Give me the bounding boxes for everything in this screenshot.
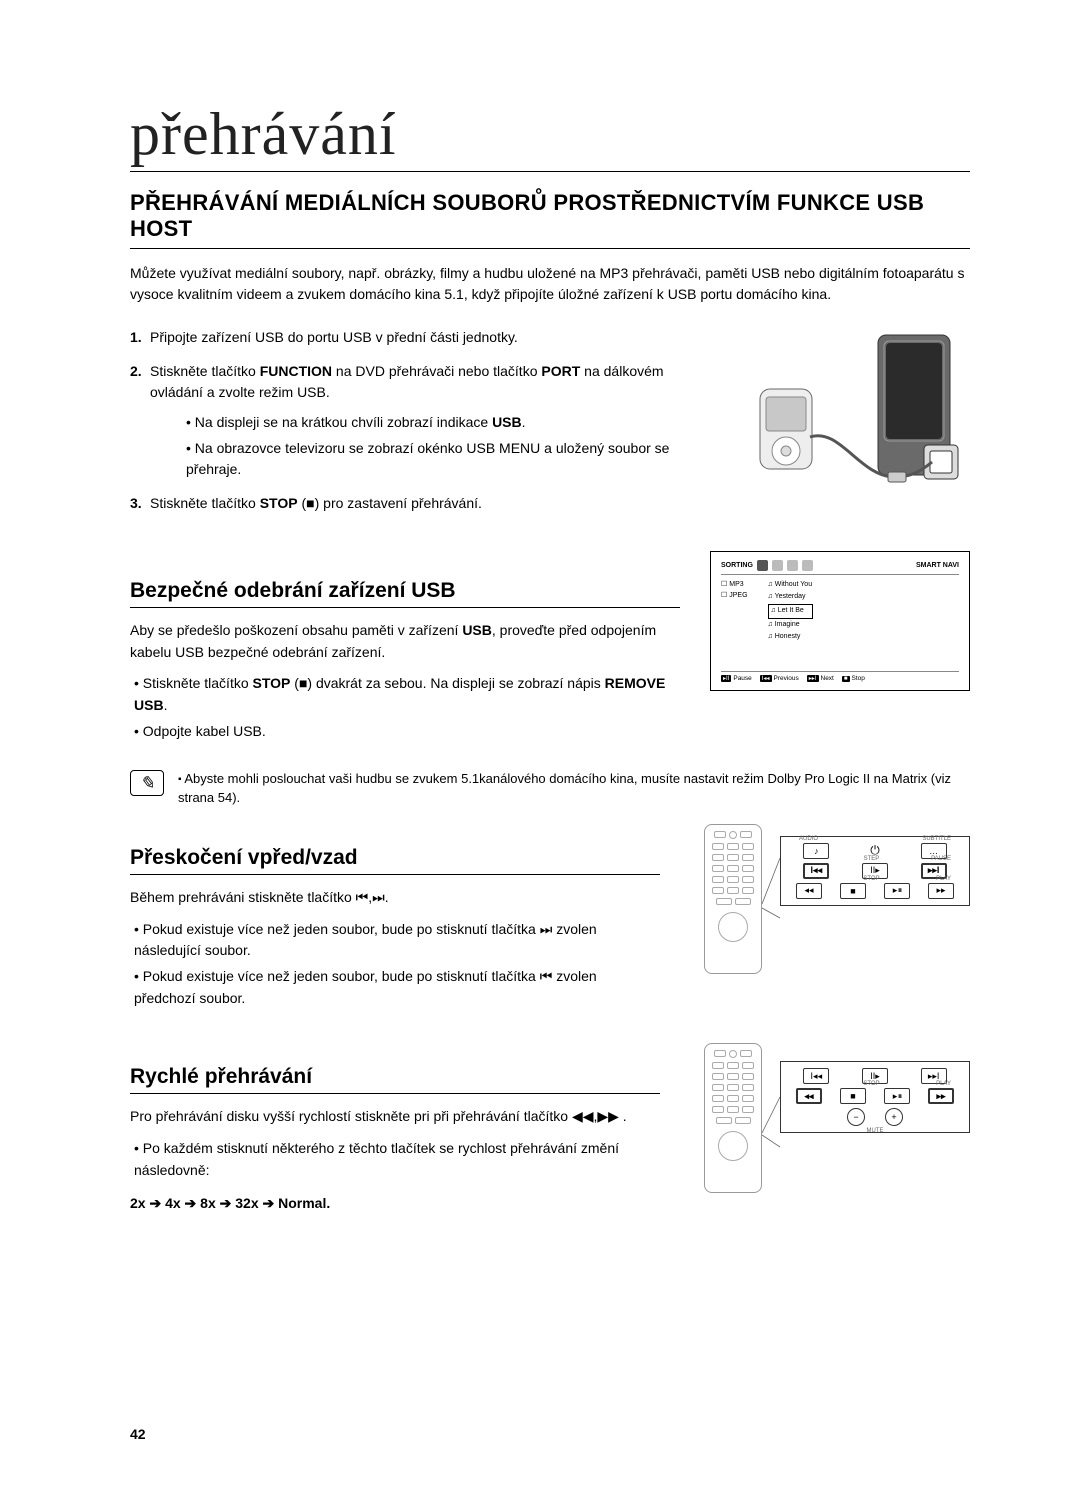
menu-song-selected: Let It Be <box>768 604 813 619</box>
menu-tab-icon <box>787 560 798 571</box>
step-text: Stiskněte tlačítko STOP (■) pro zastaven… <box>150 495 482 511</box>
panel-btn-rew: ◂◂ <box>796 883 822 899</box>
menu-sorting-label: SORTING <box>721 562 753 569</box>
panel-btn-prev: I◂◂ <box>803 1068 829 1084</box>
menu-tab-icon <box>757 560 768 571</box>
safe-removal-intro: Aby se předešlo poškození obsahu paměti … <box>130 620 680 663</box>
step-2-sub-1: Na displeji se na krátkou chvíli zobrazí… <box>166 412 680 434</box>
safe-removal-b2: Odpojte kabel USB. <box>134 721 680 743</box>
note-icon: ✎ <box>130 770 164 796</box>
remote-panel-skip: AUDIO SUBTITLE ♪ ⏻ … STEP PAUSE I◂◂ II▸ … <box>780 836 970 906</box>
menu-song: Imagine <box>768 619 813 632</box>
note-text: Abyste mohli poslouchat vaši hudbu se zv… <box>178 770 970 808</box>
remote-outline <box>704 1043 762 1193</box>
panel-btn-stop: ■ <box>840 883 866 899</box>
step-text: Stiskněte tlačítko FUNCTION na DVD přehr… <box>150 363 664 401</box>
step-text: Připojte zařízení USB do portu USB v pře… <box>150 329 518 345</box>
figure-remote-fast: I◂◂ II▸ ▸▸I STOP PLAY ◂◂ ■ ▸ ⏸ ▸▸ MUTE −… <box>690 1037 970 1197</box>
step-2-sub-2: Na obrazovce televizoru se zobrazí okénk… <box>166 438 680 481</box>
remote-outline <box>704 824 762 974</box>
fast-speed-sequence: 2x ➔ 4x ➔ 8x ➔ 32x ➔ Normal. <box>130 1195 660 1212</box>
main-heading: PŘEHRÁVÁNÍ MEDIÁLNÍCH SOUBORŮ PROSTŘEDNI… <box>130 190 970 249</box>
skip-b2: Pokud existuje více než jeden soubor, bu… <box>134 966 660 1009</box>
fast-intro: Pro přehrávání disku vyšší rychlostí sti… <box>130 1106 660 1128</box>
panel-btn-audio: ♪ <box>803 843 829 859</box>
menu-folder-jpeg: JPEG <box>721 592 748 599</box>
menu-hint-next: ▸▸INext <box>807 675 834 682</box>
panel-btn-play: ▸ ⏸ <box>884 1088 910 1104</box>
page-title: přehrávání <box>130 100 970 172</box>
step-1: 1. Připojte zařízení USB do portu USB v … <box>130 327 680 349</box>
step-2: 2. Stiskněte tlačítko FUNCTION na DVD př… <box>130 361 680 481</box>
menu-smart-navi: SMART NAVI <box>916 562 959 569</box>
panel-btn-play: ▸ ⏸ <box>884 883 910 899</box>
figure-usb-menu: SORTING SMART NAVI MP3 JPEG Without You … <box>710 551 970 691</box>
step-num: 1. <box>130 327 142 349</box>
fast-heading: Rychlé přehrávání <box>130 1065 660 1094</box>
intro-paragraph: Můžete využívat mediální soubory, např. … <box>130 263 970 305</box>
step-num: 2. <box>130 361 142 383</box>
step-num: 3. <box>130 493 142 515</box>
menu-folder-mp3: MP3 <box>721 581 744 588</box>
panel-btn-prev: I◂◂ <box>803 863 829 879</box>
menu-hint-stop: ■Stop <box>842 675 865 682</box>
panel-btn-vol-up: + <box>885 1108 903 1126</box>
menu-hint-prev: I◂◂Previous <box>760 675 799 682</box>
menu-song: Yesterday <box>768 591 813 604</box>
panel-btn-ff: ▸▸ <box>928 1088 954 1104</box>
panel-btn-rew: ◂◂ <box>796 1088 822 1104</box>
skip-heading: Přeskočení vpřed/vzad <box>130 846 660 875</box>
page-number: 42 <box>130 1426 146 1442</box>
menu-hint-pause: ▸IIPause <box>721 675 752 682</box>
figure-usb-connection <box>710 327 970 497</box>
safe-removal-heading: Bezpečné odebrání zařízení USB <box>130 579 680 608</box>
step-3: 3. Stiskněte tlačítko STOP (■) pro zasta… <box>130 493 680 515</box>
menu-song: Without You <box>768 579 813 592</box>
skip-b1: Pokud existuje více než jeden soubor, bu… <box>134 919 660 962</box>
panel-btn-ff: ▸▸ <box>928 883 954 899</box>
panel-btn-stop: ■ <box>840 1088 866 1104</box>
fast-b1: Po každém stisknutí některého z těchto t… <box>134 1138 660 1181</box>
remote-panel-fast: I◂◂ II▸ ▸▸I STOP PLAY ◂◂ ■ ▸ ⏸ ▸▸ MUTE −… <box>780 1061 970 1133</box>
panel-btn-vol-down: − <box>847 1108 865 1126</box>
safe-removal-b1: Stiskněte tlačítko STOP (■) dvakrát za s… <box>134 673 680 716</box>
skip-intro: Během prehráváni stiskněte tlačítko ⏮,⏭. <box>130 887 660 909</box>
menu-tab-icon <box>772 560 783 571</box>
figure-remote-skip: AUDIO SUBTITLE ♪ ⏻ … STEP PAUSE I◂◂ II▸ … <box>690 818 970 978</box>
menu-song: Honesty <box>768 631 813 644</box>
menu-tab-icon <box>802 560 813 571</box>
setup-steps: 1. Připojte zařízení USB do portu USB v … <box>130 327 680 515</box>
